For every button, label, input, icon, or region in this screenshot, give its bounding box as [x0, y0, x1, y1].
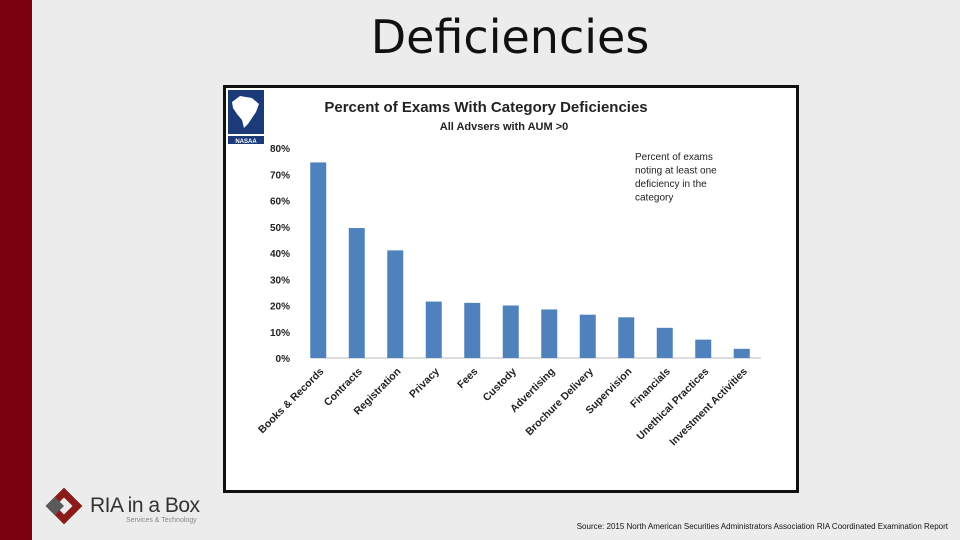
x-tick-label: Unethical Practices	[634, 366, 711, 443]
bar	[387, 250, 404, 358]
bar	[464, 302, 481, 358]
nasaa-logo: NASAA	[226, 88, 266, 146]
chart-subtitle: All Advsers with AUM >0	[440, 121, 568, 133]
x-tick-label: Investment Activities	[667, 366, 750, 449]
y-tick-label: 60%	[270, 197, 290, 208]
bar	[579, 314, 596, 358]
annotation-line: Percent of exams	[635, 152, 713, 163]
annotation-line: category	[635, 193, 673, 204]
bar	[425, 301, 442, 358]
bar	[656, 327, 673, 358]
bar	[695, 339, 712, 358]
chart-frame: Percent of Exams With Category Deficienc…	[223, 85, 799, 493]
chart-title: Percent of Exams With Category Deficienc…	[324, 99, 647, 116]
source-note: Source: 2015 North American Securities A…	[576, 522, 948, 531]
y-tick-label: 40%	[270, 249, 290, 260]
x-tick-label: Privacy	[407, 366, 442, 401]
bar	[618, 317, 635, 358]
svg-text:NASAA: NASAA	[235, 139, 257, 145]
y-tick-label: 0%	[276, 354, 291, 365]
annotation-line: noting at least one	[635, 166, 717, 177]
x-tick-label: Fees	[455, 366, 481, 392]
bar	[310, 162, 327, 358]
slide-title: Deficiencies	[370, 10, 650, 64]
left-accent-bar	[0, 0, 32, 540]
bar	[348, 228, 365, 358]
logo-name: RIA in a Box	[90, 494, 200, 517]
annotation-line: deficiency in the	[635, 179, 707, 190]
y-tick-label: 10%	[270, 328, 290, 339]
bar-chart: Percent of Exams With Category Deficienc…	[256, 99, 761, 449]
bar	[541, 309, 558, 358]
y-tick-label: 80%	[270, 144, 290, 155]
x-tick-label: Custody	[481, 366, 519, 404]
ria-logo-icon	[45, 487, 83, 525]
y-tick-label: 20%	[270, 302, 290, 313]
logo-tagline: Services & Technology	[126, 517, 197, 524]
x-tick-label: Brochure Delivery	[523, 366, 596, 439]
x-tick-label: Books & Records	[256, 366, 326, 436]
bar	[733, 348, 750, 358]
y-tick-label: 30%	[270, 275, 290, 286]
y-tick-label: 70%	[270, 170, 290, 181]
bar	[502, 305, 519, 358]
y-tick-label: 50%	[270, 223, 290, 234]
